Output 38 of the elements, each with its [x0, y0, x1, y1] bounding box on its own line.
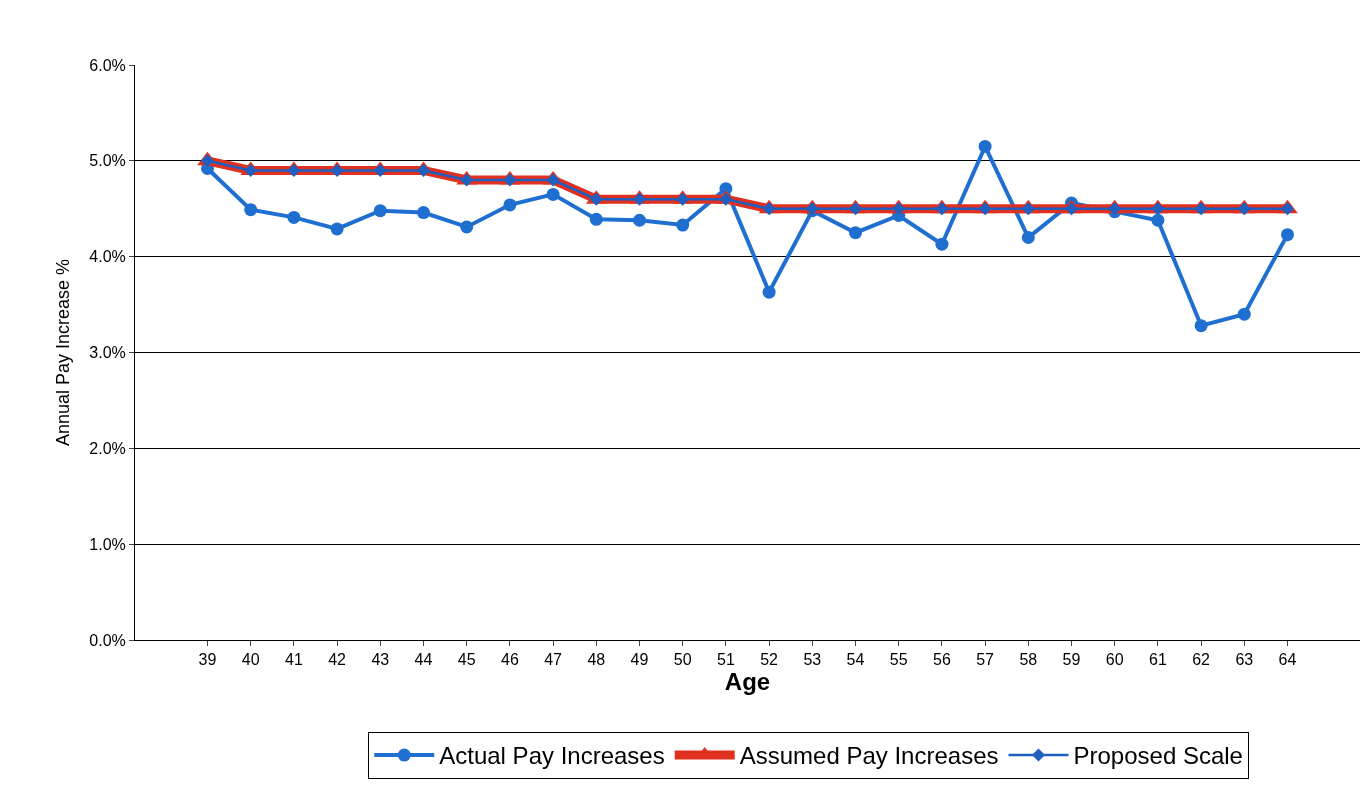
x-tick-label: 60: [1105, 651, 1124, 669]
legend-label: Assumed Pay Increases: [739, 742, 999, 770]
x-tick-label: 47: [544, 651, 563, 669]
x-tick-label: 39: [198, 651, 217, 669]
x-tick-label: 50: [673, 651, 692, 669]
x-tick-label: 44: [414, 651, 433, 669]
x-tick-label: 43: [371, 651, 390, 669]
x-tick-label: 62: [1192, 651, 1211, 669]
x-tick-label: 59: [1062, 651, 1081, 669]
x-tick-label: 40: [241, 651, 260, 669]
x-tick-label: 49: [630, 651, 649, 669]
y-tick-label: 3.0%: [89, 344, 126, 362]
x-tick-label: 52: [760, 651, 779, 669]
x-tick-label: 48: [587, 651, 606, 669]
x-tick-label: 54: [846, 651, 865, 669]
y-tick-label: 2.0%: [89, 439, 126, 457]
y-tick-label: 0.0%: [89, 631, 126, 649]
x-axis-title: Age: [724, 668, 771, 696]
y-axis-title: Annual Pay Increase %: [52, 258, 73, 447]
x-tick-label: 56: [933, 651, 951, 669]
x-tick-label: 41: [285, 651, 303, 669]
x-tick-label: 63: [1235, 651, 1254, 669]
x-tick-label: 64: [1278, 651, 1297, 669]
y-tick-label: 4.0%: [89, 248, 126, 266]
y-tick-label: 6.0%: [89, 56, 126, 74]
y-tick-label: 1.0%: [89, 535, 126, 553]
x-tick-label: 53: [803, 651, 822, 669]
x-tick-label: 42: [328, 651, 347, 669]
legend-label: Actual Pay Increases: [439, 742, 665, 770]
x-tick-label: 45: [457, 651, 476, 669]
legend-label: Proposed Scale: [1073, 742, 1243, 770]
x-tick-label: 58: [1019, 651, 1038, 669]
x-tick-label: 57: [976, 651, 995, 669]
x-tick-label: 61: [1149, 651, 1167, 669]
x-tick-label: 55: [889, 651, 908, 669]
x-tick-label: 51: [717, 651, 735, 669]
x-tick-label: 46: [501, 651, 519, 669]
y-tick-label: 5.0%: [89, 152, 126, 170]
